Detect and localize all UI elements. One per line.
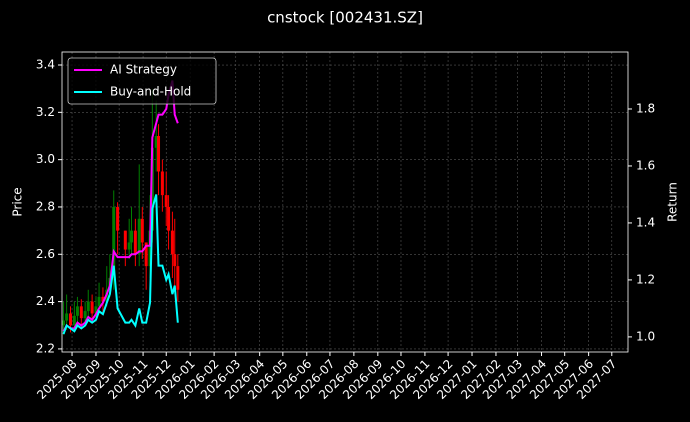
candle-body bbox=[116, 206, 120, 231]
y2-axis-label: Return bbox=[666, 182, 680, 222]
candle-body bbox=[75, 306, 79, 316]
y-tick-label: 3.2 bbox=[36, 105, 55, 119]
candle-body bbox=[72, 315, 76, 326]
chart-title: cnstock [002431.SZ] bbox=[267, 9, 423, 27]
y2-tick-label: 1.2 bbox=[636, 272, 655, 286]
candle-body bbox=[148, 230, 152, 267]
candle-body bbox=[167, 206, 171, 231]
candle-body bbox=[62, 320, 66, 326]
candle-body bbox=[94, 306, 98, 314]
candle-body bbox=[144, 242, 148, 267]
y2-tick-label: 1.4 bbox=[636, 215, 655, 229]
candle-body bbox=[164, 195, 168, 207]
candle-body bbox=[90, 301, 94, 314]
return-line bbox=[62, 80, 179, 332]
y-tick-label: 2.8 bbox=[36, 199, 55, 213]
candle-body bbox=[97, 296, 101, 307]
candle-body bbox=[127, 242, 131, 250]
candle-body bbox=[129, 230, 133, 243]
candle-body bbox=[133, 230, 137, 255]
y-tick-label: 3.4 bbox=[36, 58, 55, 72]
candle-body bbox=[176, 266, 180, 290]
candle-body bbox=[123, 230, 127, 250]
candle-body bbox=[170, 230, 174, 255]
return-line bbox=[62, 194, 179, 335]
y-axis-label: Price bbox=[11, 187, 25, 216]
legend-label: Buy-and-Hold bbox=[110, 85, 191, 99]
y-tick-label: 2.4 bbox=[36, 294, 55, 308]
candle-body bbox=[79, 306, 83, 319]
candle-body bbox=[86, 301, 90, 312]
y2-tick-label: 1.6 bbox=[636, 158, 655, 172]
y-tick-label: 3.0 bbox=[36, 152, 55, 166]
legend-box bbox=[67, 57, 217, 105]
candle-body bbox=[68, 313, 72, 326]
candle-body bbox=[112, 206, 116, 278]
y-tick-label: 2.2 bbox=[36, 341, 55, 355]
y2-tick-label: 1.8 bbox=[636, 101, 655, 115]
candle-body bbox=[160, 171, 164, 196]
candle-body bbox=[137, 218, 141, 255]
candle-body bbox=[150, 147, 154, 231]
candle-body bbox=[101, 296, 105, 302]
candle-body bbox=[154, 135, 158, 148]
legend-label: AI Strategy bbox=[110, 63, 177, 77]
candle-body bbox=[157, 135, 161, 172]
candle-body bbox=[83, 311, 87, 319]
y-tick-label: 2.6 bbox=[36, 247, 55, 261]
plot-frame bbox=[61, 51, 629, 353]
candle-body bbox=[173, 254, 177, 267]
candle-body bbox=[65, 313, 69, 321]
candle-body bbox=[140, 218, 144, 243]
y2-tick-label: 1.0 bbox=[636, 329, 655, 343]
